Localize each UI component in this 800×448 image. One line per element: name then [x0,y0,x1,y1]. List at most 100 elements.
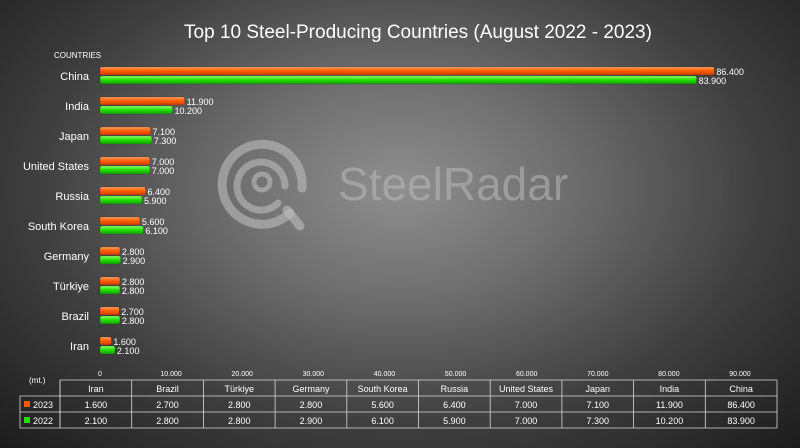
bar-2023 [99,96,185,106]
bar-2023 [99,246,121,256]
category-label: Brazil [61,311,89,323]
bar-2023 [99,156,151,166]
value-label-2023: 7.000 [152,157,175,167]
bar-2022 [99,225,144,235]
x-tick-label: 0 [98,371,102,378]
x-tick-label: 50.000 [445,371,467,378]
bar-2022 [99,255,121,265]
legend-label-2022: 2022 [33,416,53,426]
category-label: United States [23,161,90,173]
table-cell: 7.100 [586,400,609,410]
value-label-2023: 11.900 [187,97,214,107]
table-cell: 5.900 [443,416,466,426]
table-cell: 6.100 [371,416,394,426]
value-label-2023: 2.800 [122,277,145,287]
value-label-2023: 86.400 [716,67,744,77]
value-label-2022: 7.000 [152,166,175,176]
table-header-cell: Brazil [156,384,179,394]
bar-2022 [99,105,173,115]
bar-2023 [99,126,151,136]
bar-2022 [99,285,121,295]
legend-label-2023: 2023 [33,400,53,410]
table-cell: 1.600 [85,400,108,410]
x-tick-label: 80.000 [658,371,680,378]
value-label-2022: 10.200 [175,106,203,116]
table-cell: 2.900 [300,416,323,426]
bar-2023 [99,66,715,76]
table-cell: 2.100 [85,416,108,426]
value-label-2023: 7.100 [152,127,175,137]
table-header-cell: India [660,384,680,394]
data-table: Iran Brazil Türkiye Germany South Korea Russi… [19,379,778,429]
y-axis-title: COUNTRIES [54,51,101,60]
bar-2023 [99,306,120,316]
category-label: India [65,101,90,113]
bar-2022 [99,195,143,205]
table-cell: 2.800 [228,400,251,410]
table-cell: 2.800 [228,416,251,426]
bar-2022 [99,165,151,175]
x-tick-label: 10.000 [160,371,182,378]
category-label: Türkiye [53,281,89,293]
table-header-cell: Japan [585,384,610,394]
category-label: China [60,71,90,83]
table-header-cell: Russia [441,384,469,394]
value-label-2022: 83.900 [699,76,727,86]
table-cell: 10.200 [656,416,684,426]
value-label-2022: 7.300 [154,136,177,146]
table-cell: 2.700 [156,400,179,410]
table-cell: 7.000 [515,400,538,410]
table-header-cell: Germany [292,384,330,394]
x-tick-label: 20.000 [232,371,254,378]
steelradar-logo-icon [217,139,307,231]
value-label-2023: 2.700 [121,307,144,317]
table-cell: 86.400 [727,400,755,410]
category-label: Japan [59,131,89,143]
category-label: Germany [44,251,90,263]
table-header-cell: South Korea [358,384,408,394]
x-tick-label: 30.000 [303,371,325,378]
legend-swatch-2023 [24,401,30,407]
value-label-2022: 6.100 [145,226,168,236]
x-tick-label: 70.000 [587,371,609,378]
chart-title: Top 10 Steel-Producing Countries (August… [184,22,652,43]
value-label-2022: 2.900 [123,256,146,266]
value-label-2022: 5.900 [144,196,167,206]
unit-label: (mt.) [29,376,46,385]
table-cell: 7.000 [515,416,538,426]
value-label-2022: 2.800 [122,316,145,326]
value-label-2022: 2.800 [122,286,145,296]
table-cell: 5.600 [371,400,394,410]
category-label: South Korea [28,221,90,233]
bar-2022 [99,345,116,355]
table-cell: 2.800 [300,400,323,410]
table-header-cell: Türkiye [224,384,254,394]
value-label-2023: 5.600 [142,217,165,227]
bar-2022 [99,75,697,85]
table-cell: 6.400 [443,400,466,410]
value-label-2022: 2.100 [117,346,140,356]
bar-2022 [99,135,153,145]
x-tick-label: 60.000 [516,371,538,378]
value-label-2023: 2.800 [122,247,145,257]
x-tick-label: 40.000 [374,371,396,378]
value-label-2023: 6.400 [148,187,171,197]
bar-2023 [99,186,146,196]
category-label: Russia [55,191,90,203]
legend-swatch-2022 [24,417,30,423]
value-label-2023: 1.600 [113,337,136,347]
x-tick-labels: 0 10.000 20.000 30.000 40.000 50.000 60.000 70.… [98,371,751,378]
bar-2023 [99,216,141,226]
bar-2022 [99,315,121,325]
watermark: SteelRadar [217,139,568,231]
table-cell: 7.300 [586,416,609,426]
bar-2023 [99,276,121,286]
table-header-cell: United States [499,384,554,394]
watermark-text: SteelRadar [338,158,568,210]
table-cell: 2.800 [156,416,179,426]
table-cell: 11.900 [656,400,683,410]
x-tick-label: 90.000 [729,371,751,378]
table-cell: 83.900 [727,416,755,426]
